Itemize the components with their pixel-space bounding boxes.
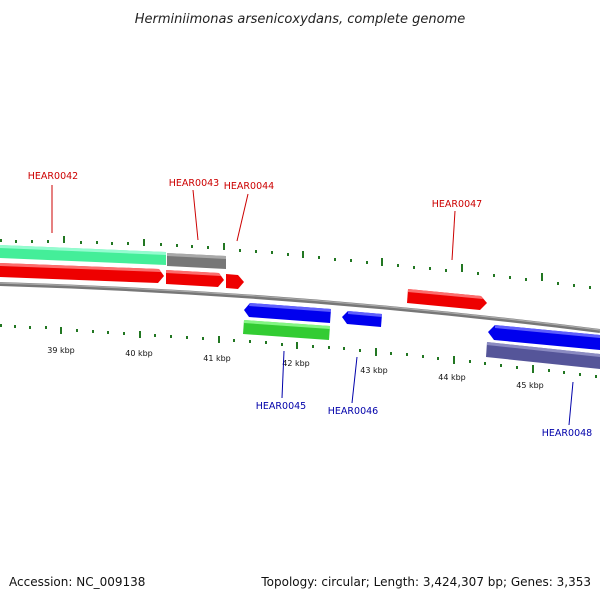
forward-features bbox=[0, 245, 487, 310]
gene-label-hear0043[interactable]: HEAR0043 bbox=[169, 178, 219, 189]
gene-label-hear0047[interactable]: HEAR0047 bbox=[432, 199, 482, 210]
genome-summary-text: Topology: circular; Length: 3,424,307 bp… bbox=[260, 575, 591, 589]
feature-teal-bar[interactable] bbox=[0, 245, 166, 265]
genome-backbone-highlight bbox=[0, 282, 600, 331]
reverse-features bbox=[243, 303, 600, 369]
gene-label-hear0048[interactable]: HEAR0048 bbox=[542, 428, 592, 439]
tick-labels: 39 kbp 40 kbp 41 kbp 42 kbp 43 kbp 44 kb… bbox=[47, 346, 544, 390]
tick-label: 39 kbp bbox=[47, 346, 75, 355]
map-title: Herminiimonas arsenicoxydans, complete g… bbox=[135, 12, 465, 27]
tick-label: 41 kbp bbox=[203, 354, 231, 363]
cds-arrow-forward[interactable] bbox=[407, 289, 487, 310]
upper-tick-track bbox=[0, 236, 591, 289]
label-leaders bbox=[51, 185, 574, 426]
tick-label: 42 kbp bbox=[282, 359, 310, 368]
gene-label-hear0046[interactable]: HEAR0046 bbox=[328, 406, 378, 417]
gene-label-hear0044[interactable]: HEAR0044 bbox=[224, 181, 274, 192]
accession-text: Accession: NC_009138 bbox=[9, 575, 145, 589]
tick-label: 44 kbp bbox=[438, 373, 466, 382]
tick-label: 40 kbp bbox=[125, 349, 153, 358]
tick-label: 43 kbp bbox=[360, 366, 388, 375]
forward-gene-labels: HEAR0042 HEAR0043 HEAR0044 HEAR0047 bbox=[28, 171, 482, 210]
cds-arrow-reverse[interactable] bbox=[488, 325, 600, 350]
feature-slate-bar[interactable] bbox=[486, 342, 600, 369]
gene-label-hear0042[interactable]: HEAR0042 bbox=[28, 171, 78, 182]
tick-label: 45 kbp bbox=[516, 381, 544, 390]
gene-label-hear0045[interactable]: HEAR0045 bbox=[256, 401, 306, 412]
cds-arrow-forward[interactable] bbox=[226, 274, 244, 289]
reverse-gene-labels: HEAR0045 HEAR0046 HEAR0048 bbox=[256, 401, 592, 439]
genome-backbone bbox=[0, 282, 600, 333]
lower-tick-track bbox=[0, 324, 597, 378]
